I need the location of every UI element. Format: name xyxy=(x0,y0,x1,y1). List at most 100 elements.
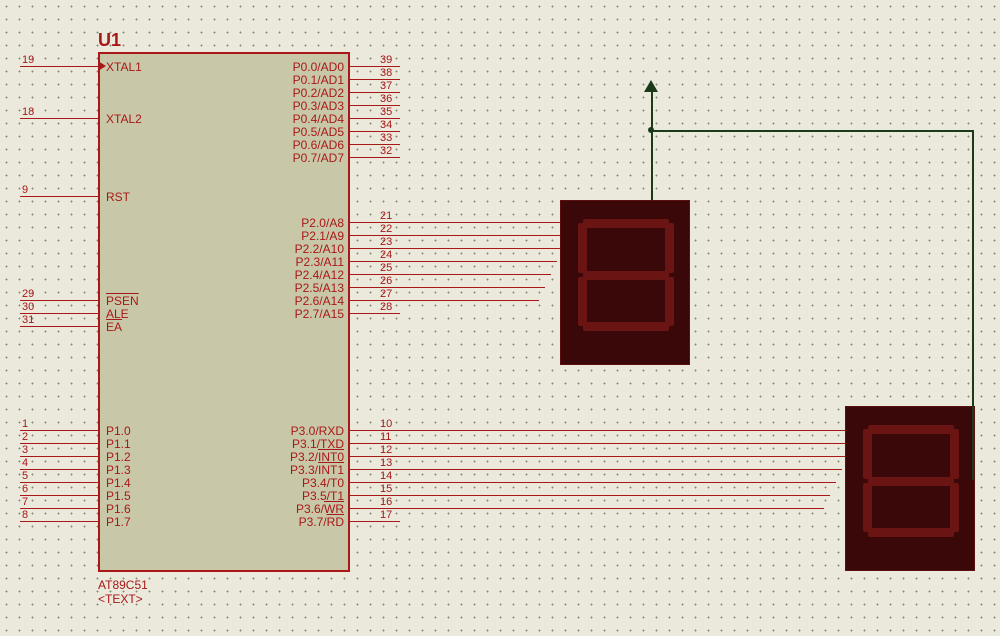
pin-wire-24[interactable] xyxy=(350,261,400,262)
pin-number: 6 xyxy=(22,483,28,495)
pin-wire-23[interactable] xyxy=(350,248,400,249)
pin-label: P2.3/A11 xyxy=(296,255,344,269)
pin-number: 14 xyxy=(380,470,392,482)
pin-wire-26[interactable] xyxy=(350,287,400,288)
pin-wire-14[interactable] xyxy=(350,482,400,483)
pin-number: 26 xyxy=(380,275,392,287)
pin-wire-22[interactable] xyxy=(350,235,400,236)
power-wire[interactable] xyxy=(651,92,653,200)
pin-number: 27 xyxy=(380,288,392,300)
pin-label: P1.2 xyxy=(106,450,131,464)
segment xyxy=(950,483,959,533)
pin-label: P2.2/A10 xyxy=(295,242,344,256)
pin-number: 39 xyxy=(380,54,392,66)
bus-p2-wire[interactable] xyxy=(400,287,545,288)
pin-wire-37[interactable] xyxy=(350,92,400,93)
chip-text-placeholder: <TEXT> xyxy=(98,592,143,606)
pin-number: 35 xyxy=(380,106,392,118)
bus-p2-wire[interactable] xyxy=(400,261,557,262)
pin-label: P1.7 xyxy=(106,515,131,529)
pin-wire-7[interactable] xyxy=(20,508,98,509)
pin-wire-6[interactable] xyxy=(20,495,98,496)
bus-p2-wire[interactable] xyxy=(400,222,575,223)
bus-p3-wire[interactable] xyxy=(400,456,848,457)
pin-wire-1[interactable] xyxy=(20,430,98,431)
pin-number: 37 xyxy=(380,80,392,92)
pin-wire-13[interactable] xyxy=(350,469,400,470)
bus-p3-wire[interactable] xyxy=(400,482,836,483)
pin-label: EA xyxy=(106,320,122,334)
component-reference[interactable]: U1 xyxy=(98,30,121,51)
pin-wire-25[interactable] xyxy=(350,274,400,275)
pin-number: 13 xyxy=(380,457,392,469)
pin-label: P0.4/AD4 xyxy=(293,112,344,126)
seven-segment-display-2[interactable] xyxy=(845,406,975,571)
pin-wire-21[interactable] xyxy=(350,222,400,223)
power-wire[interactable] xyxy=(972,130,974,480)
pin-wire-10[interactable] xyxy=(350,430,400,431)
pin-label: P2.5/A13 xyxy=(295,281,344,295)
bus-p3-wire[interactable] xyxy=(400,495,830,496)
segment xyxy=(868,425,954,434)
bus-p2-wire[interactable] xyxy=(400,274,551,275)
pin-wire-12[interactable] xyxy=(350,456,400,457)
power-wire[interactable] xyxy=(651,130,972,132)
clock-arrow-icon xyxy=(98,61,106,71)
pin-wire-8[interactable] xyxy=(20,521,98,522)
segment xyxy=(950,429,959,479)
pin-number: 32 xyxy=(380,145,392,157)
pin-number: 11 xyxy=(380,431,391,443)
bus-p3-wire[interactable] xyxy=(400,508,824,509)
pin-label: P1.3 xyxy=(106,463,131,477)
pin-wire-18[interactable] xyxy=(20,118,98,119)
pin-wire-31[interactable] xyxy=(20,326,98,327)
bus-p2-wire[interactable] xyxy=(400,300,539,301)
pin-label: P2.7/A15 xyxy=(295,307,344,321)
pin-label: P3.0/RXD xyxy=(291,424,344,438)
pin-wire-36[interactable] xyxy=(350,105,400,106)
pin-label: P1.5 xyxy=(106,489,131,503)
pin-number: 9 xyxy=(22,184,28,196)
bus-p3-wire[interactable] xyxy=(400,430,860,431)
pin-number: 25 xyxy=(380,262,392,274)
pin-wire-2[interactable] xyxy=(20,443,98,444)
schematic-canvas[interactable]: U1 AT89C51 <TEXT> 19XTAL118XTAL29RST29PS… xyxy=(0,0,1000,636)
seven-segment-display-1[interactable] xyxy=(560,200,690,365)
pin-label: P2.1/A9 xyxy=(301,229,344,243)
pin-wire-19[interactable] xyxy=(20,66,98,67)
pin-label: P1.4 xyxy=(106,476,131,490)
pin-label: PSEN xyxy=(106,294,139,308)
pin-wire-9[interactable] xyxy=(20,196,98,197)
pin-wire-17[interactable] xyxy=(350,521,400,522)
pin-wire-35[interactable] xyxy=(350,118,400,119)
pin-wire-38[interactable] xyxy=(350,79,400,80)
pin-wire-3[interactable] xyxy=(20,456,98,457)
pin-wire-16[interactable] xyxy=(350,508,400,509)
pin-number: 23 xyxy=(380,236,392,248)
pin-wire-34[interactable] xyxy=(350,131,400,132)
pin-label: P2.0/A8 xyxy=(301,216,344,230)
pin-number: 24 xyxy=(380,249,392,261)
pin-label: P3.2/INT0 xyxy=(290,450,344,464)
pin-wire-27[interactable] xyxy=(350,300,400,301)
pin-number: 2 xyxy=(22,431,28,443)
pin-label: P3.6/WR xyxy=(296,502,344,516)
pin-wire-28[interactable] xyxy=(350,313,400,314)
bus-p2-wire[interactable] xyxy=(400,235,569,236)
bus-p3-wire[interactable] xyxy=(400,469,842,470)
pin-wire-32[interactable] xyxy=(350,157,400,158)
bus-p3-wire[interactable] xyxy=(400,443,854,444)
pin-number: 34 xyxy=(380,119,392,131)
pin-wire-15[interactable] xyxy=(350,495,400,496)
pin-wire-11[interactable] xyxy=(350,443,400,444)
pin-wire-39[interactable] xyxy=(350,66,400,67)
bus-p2-wire[interactable] xyxy=(400,248,563,249)
pin-label: P0.1/AD1 xyxy=(293,73,344,87)
pin-number: 5 xyxy=(22,470,28,482)
segment xyxy=(583,322,669,331)
pin-wire-4[interactable] xyxy=(20,469,98,470)
pin-wire-33[interactable] xyxy=(350,144,400,145)
chip-part-number: AT89C51 xyxy=(98,578,148,592)
component-value[interactable]: AT89C51 <TEXT> xyxy=(98,578,148,606)
pin-wire-5[interactable] xyxy=(20,482,98,483)
